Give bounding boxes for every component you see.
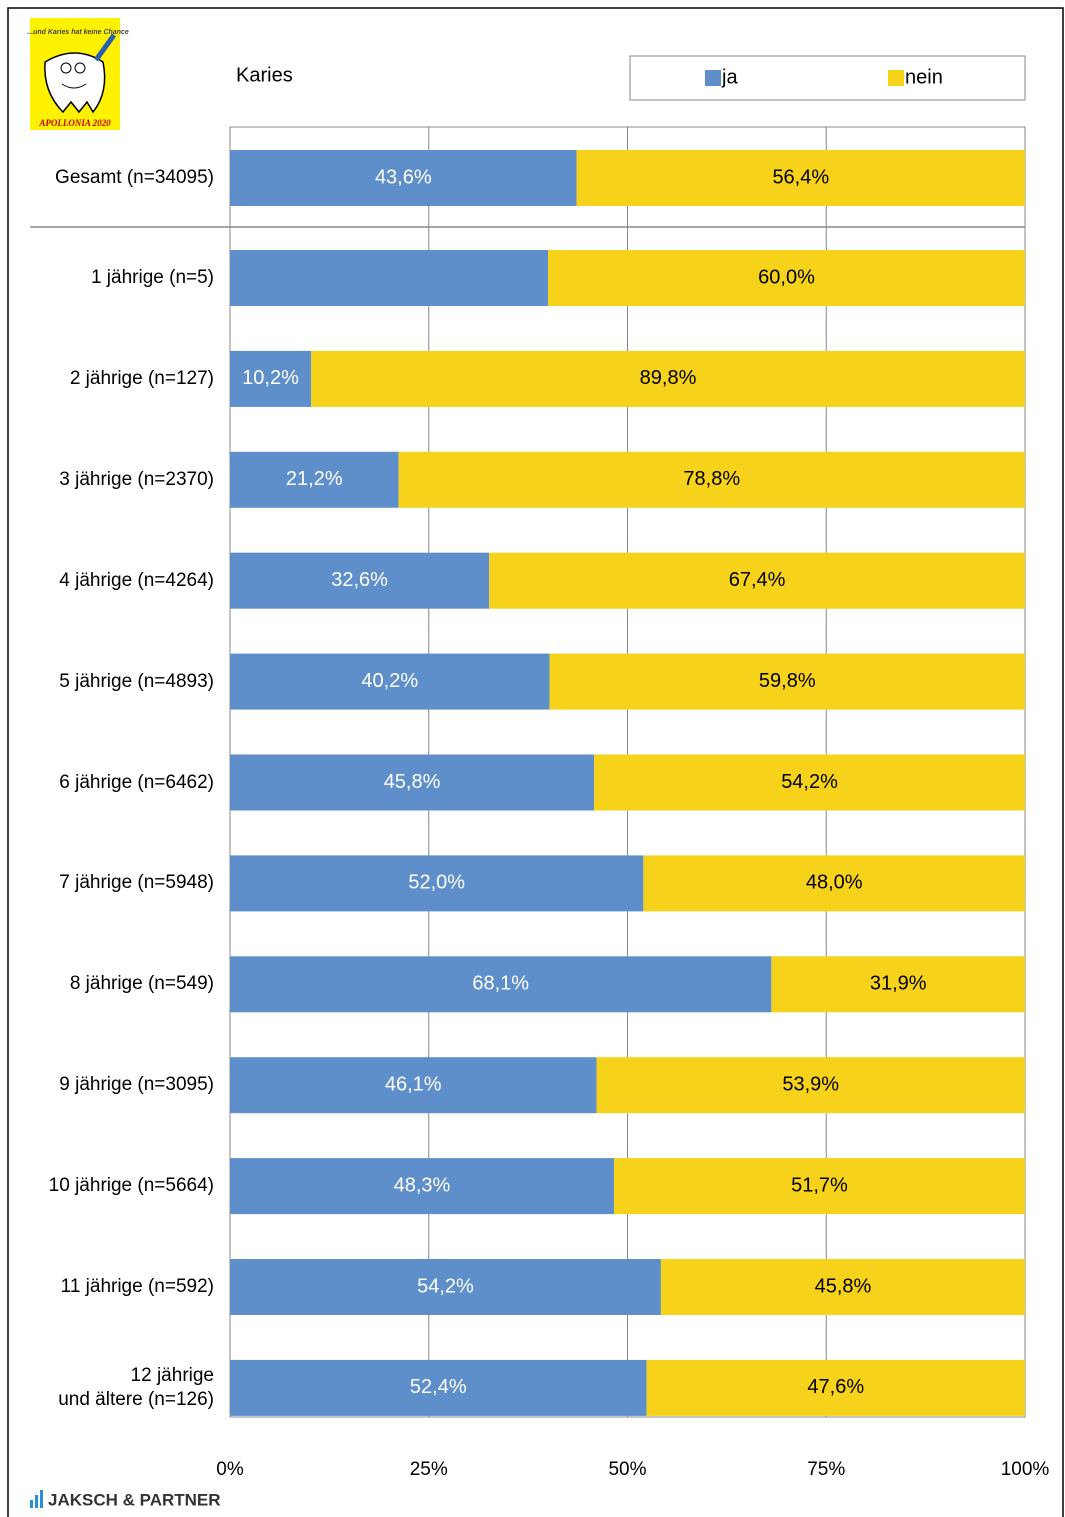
value-label: 78,8% bbox=[683, 468, 740, 490]
bar-segment bbox=[576, 150, 1025, 206]
value-label: 54,2% bbox=[417, 1275, 474, 1297]
value-label: 52,4% bbox=[410, 1376, 467, 1398]
bar-segment bbox=[646, 1359, 1025, 1416]
chart-title: Karies bbox=[236, 64, 293, 86]
bar-segment bbox=[230, 754, 595, 811]
logo: ...und Karies hat keine Chance APOLLONIA… bbox=[27, 18, 129, 130]
logo-eye bbox=[74, 62, 86, 74]
bar-segment bbox=[230, 150, 577, 206]
legend-label: nein bbox=[905, 66, 943, 88]
value-label: 68,1% bbox=[472, 973, 529, 995]
y-tick-label: Gesamt (n=34095) bbox=[55, 167, 214, 188]
bar-segment bbox=[643, 855, 1025, 912]
value-label: 51,7% bbox=[791, 1174, 848, 1196]
x-tick-label: 0% bbox=[216, 1459, 244, 1480]
y-tick-label: 1 jährige (n=5) bbox=[90, 267, 214, 288]
value-label: 32,6% bbox=[331, 569, 388, 591]
bar-segment bbox=[230, 250, 548, 306]
bar-segment bbox=[660, 1259, 1025, 1315]
x-tick-label: 75% bbox=[807, 1459, 845, 1480]
y-tick-label: 7 jährige (n=5948) bbox=[59, 872, 214, 894]
bar-segment bbox=[549, 653, 1025, 710]
logo-tooth bbox=[44, 52, 106, 114]
legend-swatch bbox=[888, 70, 904, 86]
bar-segment bbox=[230, 1158, 614, 1215]
footer-logo: JAKSCH & PARTNER bbox=[30, 1490, 221, 1509]
bar-segment bbox=[311, 350, 1026, 407]
value-label: 45,8% bbox=[384, 771, 441, 793]
x-tick-label: 25% bbox=[410, 1459, 448, 1480]
bar-segment bbox=[596, 1057, 1025, 1114]
value-label: 67,4% bbox=[729, 569, 786, 591]
bar-segment bbox=[230, 451, 399, 508]
value-label: 10,2% bbox=[242, 367, 299, 389]
logo-eye bbox=[60, 62, 72, 74]
bar-segment bbox=[230, 1057, 597, 1114]
legend bbox=[629, 55, 1026, 101]
bar-segment bbox=[230, 1359, 647, 1416]
value-label: 89,8% bbox=[640, 367, 697, 389]
footer-text: JAKSCH & PARTNER bbox=[48, 1490, 221, 1509]
value-label: 54,2% bbox=[781, 771, 838, 793]
bar-segment bbox=[489, 552, 1025, 609]
y-tick-label: 12 jährige und ältere (n=126) bbox=[58, 1364, 214, 1410]
value-label: 48,0% bbox=[806, 872, 863, 894]
y-tick-label: 2 jährige (n=127) bbox=[69, 367, 214, 389]
bar-segment bbox=[230, 855, 644, 912]
legend-label: ja bbox=[721, 66, 738, 88]
y-tick-label: 3 jährige (n=2370) bbox=[59, 468, 214, 490]
bar-segment bbox=[398, 451, 1025, 508]
value-label: 52,0% bbox=[408, 872, 465, 894]
value-label: 46,1% bbox=[385, 1073, 442, 1095]
value-label: 48,3% bbox=[394, 1174, 451, 1196]
value-label: 53,9% bbox=[782, 1073, 839, 1095]
bar-segment bbox=[230, 552, 490, 609]
value-label: 60,0% bbox=[758, 266, 815, 288]
legend-swatch bbox=[705, 70, 721, 86]
value-label: 40,2% bbox=[361, 670, 418, 692]
y-tick-label: 10 jährige (n=5664) bbox=[48, 1175, 214, 1197]
logo-caption: APOLLONIA 2020 bbox=[38, 118, 111, 128]
bar-segment bbox=[230, 350, 312, 407]
y-tick-label: 9 jährige (n=3095) bbox=[59, 1074, 214, 1096]
logo-brush bbox=[93, 33, 117, 62]
logo-mouth bbox=[61, 83, 87, 89]
footer-icon bbox=[35, 1495, 38, 1508]
footer-icon bbox=[30, 1500, 33, 1508]
value-label: 43,6% bbox=[375, 166, 432, 188]
bar-segment bbox=[230, 653, 550, 710]
bar-segment bbox=[230, 1259, 661, 1315]
value-label: 59,8% bbox=[759, 670, 816, 692]
value-label: 31,9% bbox=[870, 973, 927, 995]
value-label: 45,8% bbox=[815, 1275, 872, 1297]
bar-segment bbox=[230, 956, 772, 1013]
footer-icon bbox=[40, 1490, 43, 1508]
value-label: 47,6% bbox=[807, 1376, 864, 1398]
bar-segment bbox=[771, 956, 1025, 1013]
value-label: 21,2% bbox=[286, 468, 343, 490]
bar-segment bbox=[548, 250, 1025, 306]
bar-segment bbox=[613, 1158, 1025, 1215]
value-label: 56,4% bbox=[772, 166, 829, 188]
frame bbox=[7, 7, 1064, 1517]
y-tick-label: 11 jährige (n=592) bbox=[60, 1276, 214, 1297]
x-tick-label: 100% bbox=[1001, 1459, 1050, 1480]
logo-slogan: ...und Karies hat keine Chance bbox=[27, 29, 129, 36]
y-tick-label: 8 jährige (n=549) bbox=[69, 973, 214, 995]
bar-segment bbox=[594, 754, 1025, 811]
y-tick-label: 4 jährige (n=4264) bbox=[59, 569, 214, 591]
y-tick-label: 5 jährige (n=4893) bbox=[59, 670, 214, 692]
y-tick-label: 6 jährige (n=6462) bbox=[59, 771, 214, 793]
x-tick-label: 50% bbox=[608, 1459, 646, 1480]
